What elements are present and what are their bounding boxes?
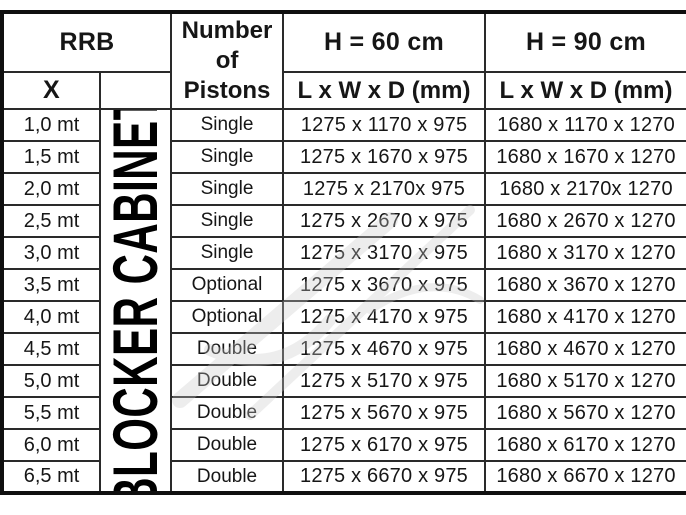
x-value: 3,5 mt (1, 268, 101, 302)
x-value: 2,0 mt (1, 172, 101, 206)
pistons-value: Double (170, 428, 285, 462)
table-row: 5,0 mt Double 1275 x 5170 x 975 1680 x 5… (1, 364, 686, 398)
h60-dimensions: 1275 x 6670 x 975 (282, 460, 487, 494)
h90-dimensions: 1680 x 1170 x 1270 (484, 108, 686, 142)
header-dims-h90: L x W x D (mm) (484, 71, 686, 110)
h60-dimensions: 1275 x 2170x 975 (282, 172, 487, 206)
table-row: 4,0 mt Optional 1275 x 4170 x 975 1680 x… (1, 300, 686, 334)
h60-dimensions: 1275 x 6170 x 975 (282, 428, 487, 462)
x-value: 5,5 mt (1, 396, 101, 430)
h60-dimensions: 1275 x 5170 x 975 (282, 364, 487, 398)
h90-dimensions: 1680 x 3670 x 1270 (484, 268, 686, 302)
table-row: 6,0 mt Double 1275 x 6170 x 975 1680 x 6… (1, 428, 686, 462)
pistons-value: Double (170, 364, 285, 398)
x-value: 2,5 mt (1, 204, 101, 238)
h60-dimensions: 1275 x 1670 x 975 (282, 140, 487, 174)
table-row: 1,0 mt BLOCKER CABINET Single 1275 x 117… (1, 108, 686, 494)
h60-dimensions: 1275 x 4170 x 975 (282, 300, 487, 334)
table-row: 6,5 mt Double 1275 x 6670 x 975 1680 x 6… (1, 460, 686, 494)
x-value: 1,0 mt (1, 108, 101, 142)
x-value: 1,5 mt (1, 140, 101, 174)
h60-dimensions: 1275 x 3170 x 975 (282, 236, 487, 270)
h90-dimensions: 1680 x 6670 x 1270 (484, 460, 686, 494)
h90-dimensions: 1680 x 3170 x 1270 (484, 236, 686, 270)
header-number-of-pistons: Number of Pistons (170, 11, 285, 110)
header-x: X (1, 71, 101, 110)
blocker-cabinet-label: BLOCKER CABINET (100, 109, 170, 493)
x-value: 4,5 mt (1, 332, 101, 366)
x-value: 5,0 mt (1, 364, 101, 398)
header-h90: H = 90 cm (484, 11, 686, 73)
pistons-value: Single (170, 140, 285, 174)
header-h60: H = 60 cm (282, 11, 487, 73)
h60-dimensions: 1275 x 3670 x 975 (282, 268, 487, 302)
h60-dimensions: 1275 x 5670 x 975 (282, 396, 487, 430)
h90-dimensions: 1680 x 2670 x 1270 (484, 204, 686, 238)
h60-dimensions: 1275 x 1170 x 975 (282, 108, 487, 142)
pistons-value: Single (170, 204, 285, 238)
table-row: 1,5 mt Single 1275 x 1670 x 975 1680 x 1… (1, 140, 686, 174)
h90-dimensions: 1680 x 1670 x 1270 (484, 140, 686, 174)
pistons-value: Double (170, 332, 285, 366)
h90-dimensions: 1680 x 2170x 1270 (484, 172, 686, 206)
table-row: 2,5 mt Single 1275 x 2670 x 975 1680 x 2… (1, 204, 686, 238)
h90-dimensions: 1680 x 5170 x 1270 (484, 364, 686, 398)
h90-dimensions: 1680 x 6170 x 1270 (484, 428, 686, 462)
x-value: 3,0 mt (1, 236, 101, 270)
header-empty-cell (98, 71, 173, 110)
h60-dimensions: 1275 x 2670 x 975 (282, 204, 487, 238)
h90-dimensions: 1680 x 4170 x 1270 (484, 300, 686, 334)
pistons-value: Single (170, 236, 285, 270)
h90-dimensions: 1680 x 5670 x 1270 (484, 396, 686, 430)
table-row: 4,5 mt Double 1275 x 4670 x 975 1680 x 4… (1, 332, 686, 366)
vertical-label-cell: BLOCKER CABINET (98, 108, 173, 494)
h60-dimensions: 1275 x 4670 x 975 (282, 332, 487, 366)
pistons-value: Optional (170, 300, 285, 334)
header-dims-h60: L x W x D (mm) (282, 71, 487, 110)
table-row: 2,0 mt Single 1275 x 2170x 975 1680 x 21… (1, 172, 686, 206)
table-row: 5,5 mt Double 1275 x 5670 x 975 1680 x 5… (1, 396, 686, 430)
header-rrb: RRB (0, 11, 173, 73)
blocker-cabinet-spec-table: RRB Number of Pistons H = 60 cm H = 90 c… (0, 10, 686, 495)
x-value: 4,0 mt (1, 300, 101, 334)
table-row: 3,5 mt Optional 1275 x 3670 x 975 1680 x… (1, 268, 686, 302)
pistons-value: Double (170, 396, 285, 430)
x-value: 6,5 mt (1, 460, 101, 494)
pistons-value: Double (170, 460, 285, 494)
h90-dimensions: 1680 x 4670 x 1270 (484, 332, 686, 366)
pistons-value: Single (170, 108, 285, 142)
table-row: 3,0 mt Single 1275 x 3170 x 975 1680 x 3… (1, 236, 686, 270)
pistons-value: Single (170, 172, 285, 206)
pistons-value: Optional (170, 268, 285, 302)
x-value: 6,0 mt (1, 428, 101, 462)
